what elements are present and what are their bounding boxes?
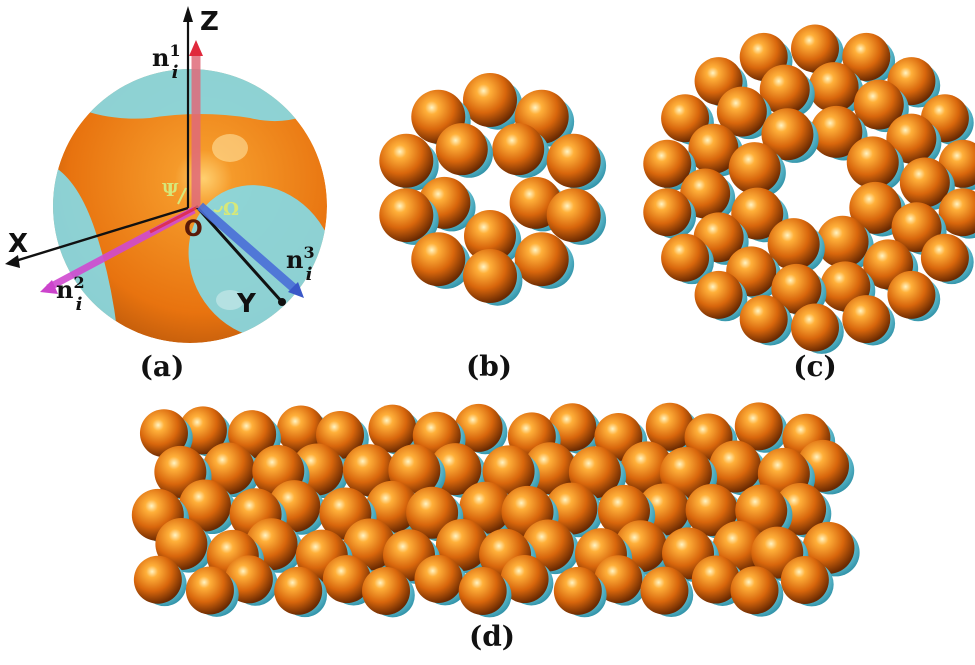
particle [514, 232, 575, 289]
particle [709, 440, 767, 496]
psi-label: Ψ [162, 180, 179, 201]
particle [414, 555, 468, 606]
particle [379, 133, 439, 191]
panel-label-a: (a) [139, 350, 185, 383]
particle [463, 249, 523, 306]
y-axis-label: Y [236, 289, 257, 319]
particle [816, 215, 874, 271]
particle [810, 105, 868, 161]
n3-vector [197, 202, 299, 294]
n2-label: n2 i [56, 273, 85, 315]
n3-label: n3 i [286, 243, 315, 285]
n2-arrowhead [40, 280, 58, 294]
particle [274, 566, 328, 618]
particle [362, 566, 415, 618]
x-axis-label: X [8, 229, 28, 259]
panel-a: Z X Y O Ψ Ω n1 i n2 i n3 i [5, 6, 327, 343]
particle [808, 62, 864, 115]
particle [716, 86, 772, 140]
particle [640, 566, 694, 618]
y-axis [194, 204, 284, 304]
particle [458, 566, 512, 618]
x-axis-arrowhead [5, 255, 20, 268]
particle [463, 73, 523, 130]
particle [767, 218, 825, 273]
panel-label-b: (b) [465, 350, 513, 383]
particle [688, 123, 744, 177]
particle [202, 442, 260, 498]
origin-label: O [184, 217, 203, 242]
particle [734, 402, 788, 453]
ring-cluster-b [379, 73, 607, 306]
particle [920, 233, 974, 285]
panel-label-d: (d) [468, 620, 516, 653]
cap-top [53, 69, 327, 122]
particle [643, 188, 697, 239]
n1-label: n1 i [152, 41, 181, 83]
particle [759, 64, 815, 118]
x-axis [11, 206, 189, 264]
particle [545, 482, 603, 538]
cage-cluster-c [643, 24, 975, 354]
particle [492, 123, 550, 178]
particle [553, 566, 607, 618]
particle [379, 188, 439, 245]
particle [661, 233, 714, 285]
particle [780, 556, 834, 607]
particle [500, 555, 554, 606]
particle [739, 295, 793, 346]
particle [546, 188, 607, 245]
particle [842, 295, 896, 346]
n1-arrowhead [189, 40, 203, 56]
particle [594, 555, 648, 606]
particle [435, 123, 493, 178]
particle [842, 32, 896, 84]
panel-label-c: (c) [793, 350, 837, 383]
particle [761, 108, 819, 163]
particle [178, 479, 237, 535]
particle [133, 555, 187, 607]
z-axis-arrowhead [183, 6, 193, 22]
particle [155, 518, 213, 573]
particle [637, 483, 695, 539]
particle [368, 404, 422, 456]
omega-label: Ω [223, 199, 239, 220]
particle [887, 270, 941, 322]
particle [886, 113, 942, 167]
particle [846, 136, 904, 191]
tube-cluster-d [131, 402, 860, 618]
particle [791, 303, 844, 354]
particle [411, 232, 471, 289]
particle [730, 566, 784, 617]
particle [454, 403, 508, 455]
n3-arrowhead [288, 282, 304, 298]
particle [546, 133, 607, 191]
particle [694, 270, 748, 322]
particle [728, 142, 786, 197]
particle [185, 566, 239, 617]
particle [938, 188, 975, 239]
z-axis-label: Z [200, 7, 219, 37]
